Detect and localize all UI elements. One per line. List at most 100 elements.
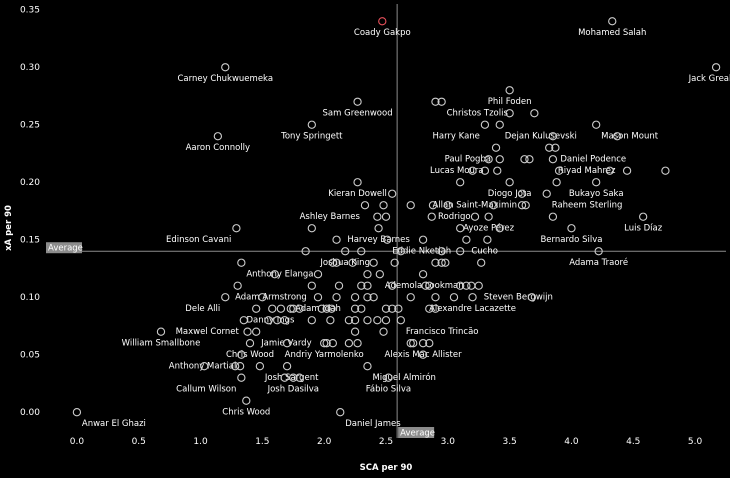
data-point <box>221 63 230 72</box>
point-label: Adama Traoré <box>569 257 628 268</box>
data-point <box>213 132 223 141</box>
point-label: Carney Chukwuemeka <box>178 74 274 84</box>
data-point <box>480 166 490 175</box>
data-point <box>530 109 539 118</box>
data-point <box>431 293 440 302</box>
point-label: Daniel James <box>345 419 401 429</box>
data-point <box>388 189 397 198</box>
data-point <box>467 281 476 290</box>
data-point <box>360 201 370 210</box>
data-point <box>313 270 323 279</box>
data-point <box>374 224 383 233</box>
data-point <box>456 281 465 290</box>
data-point <box>270 270 279 279</box>
data-point <box>328 258 337 267</box>
data-point <box>232 224 241 233</box>
point-label: Callum Wilson <box>176 385 236 395</box>
data-point <box>289 373 298 382</box>
data-point <box>350 316 360 325</box>
point-label: Kieran Dowell <box>328 189 387 199</box>
point-label: Miguel Almirón <box>372 372 435 383</box>
data-point <box>388 304 397 313</box>
data-point <box>396 316 405 325</box>
data-point <box>394 304 403 313</box>
point-label: Danny Ings <box>246 316 295 326</box>
data-point <box>369 258 378 267</box>
y-tick-label: 0.30 <box>20 63 40 73</box>
data-point <box>320 339 329 348</box>
data-point <box>567 224 576 233</box>
data-point <box>551 143 560 152</box>
data-point <box>425 304 434 313</box>
data-point <box>525 155 534 164</box>
average-x-label: Average <box>400 429 435 439</box>
data-point <box>322 304 331 313</box>
data-point <box>239 316 248 325</box>
data-point <box>421 281 430 290</box>
data-point <box>480 120 490 129</box>
point-label: Cucho <box>471 247 498 257</box>
data-point <box>378 17 387 26</box>
x-tick-label: 3.5 <box>502 437 516 447</box>
point-label: Diogo Jota <box>488 189 532 199</box>
point-label: Fábio Silva <box>366 385 411 395</box>
point-label: Anthony Elanga <box>246 270 313 280</box>
point-label: Harry Kane <box>432 132 479 142</box>
point-label: Riyad Mahrez <box>558 166 616 176</box>
point-label: Joshua King <box>319 258 370 268</box>
point-label: Ademola Lookman <box>385 281 464 291</box>
data-point <box>520 155 529 164</box>
point-label: Adam Armstrong <box>235 293 307 303</box>
average-y-box <box>46 242 82 254</box>
data-point <box>406 339 415 348</box>
point-label: Raheem Sterling <box>552 201 623 211</box>
y-tick-label: 0.05 <box>20 351 40 361</box>
data-point <box>527 293 537 302</box>
data-point <box>552 178 561 187</box>
data-point <box>373 316 382 325</box>
data-point <box>468 166 477 175</box>
data-point <box>456 224 465 233</box>
data-point <box>363 362 372 371</box>
data-point <box>456 247 465 256</box>
data-point <box>317 304 326 313</box>
data-point <box>505 178 514 187</box>
y-axis-title: xA per 90 <box>4 205 14 251</box>
data-point <box>289 304 298 313</box>
point-label: Christos Tzolis <box>447 109 509 119</box>
data-point <box>608 17 617 26</box>
data-point <box>437 258 446 267</box>
point-label: William Smallbone <box>122 339 201 349</box>
data-point <box>661 166 670 175</box>
data-point <box>332 293 341 302</box>
data-point <box>381 316 391 325</box>
data-point <box>542 189 551 198</box>
data-point <box>390 258 399 267</box>
data-point <box>379 327 388 336</box>
data-point <box>548 212 558 221</box>
point-label: Aaron Connolly <box>186 143 251 153</box>
data-point <box>363 316 372 325</box>
data-point <box>357 304 366 313</box>
data-point <box>375 270 384 279</box>
data-point <box>462 235 471 244</box>
point-label: Alexandre Lacazette <box>429 304 516 314</box>
point-label: Jack Grealish <box>688 74 730 84</box>
point-label: Coady Gakpo <box>354 28 411 38</box>
data-point <box>517 189 527 198</box>
data-point <box>521 201 530 210</box>
data-point <box>474 281 483 290</box>
data-point <box>425 339 434 348</box>
data-point <box>381 304 391 313</box>
x-tick-label: 3.0 <box>441 437 456 447</box>
x-tick-label: 0.5 <box>132 437 146 447</box>
data-point <box>332 258 341 267</box>
data-point <box>495 120 504 129</box>
data-point <box>344 316 354 325</box>
data-point <box>156 327 166 336</box>
point-label: Andriy Yarmolenko <box>285 350 364 360</box>
data-point <box>268 304 277 313</box>
data-point <box>357 247 366 256</box>
average-lines: Average Average <box>46 4 726 439</box>
